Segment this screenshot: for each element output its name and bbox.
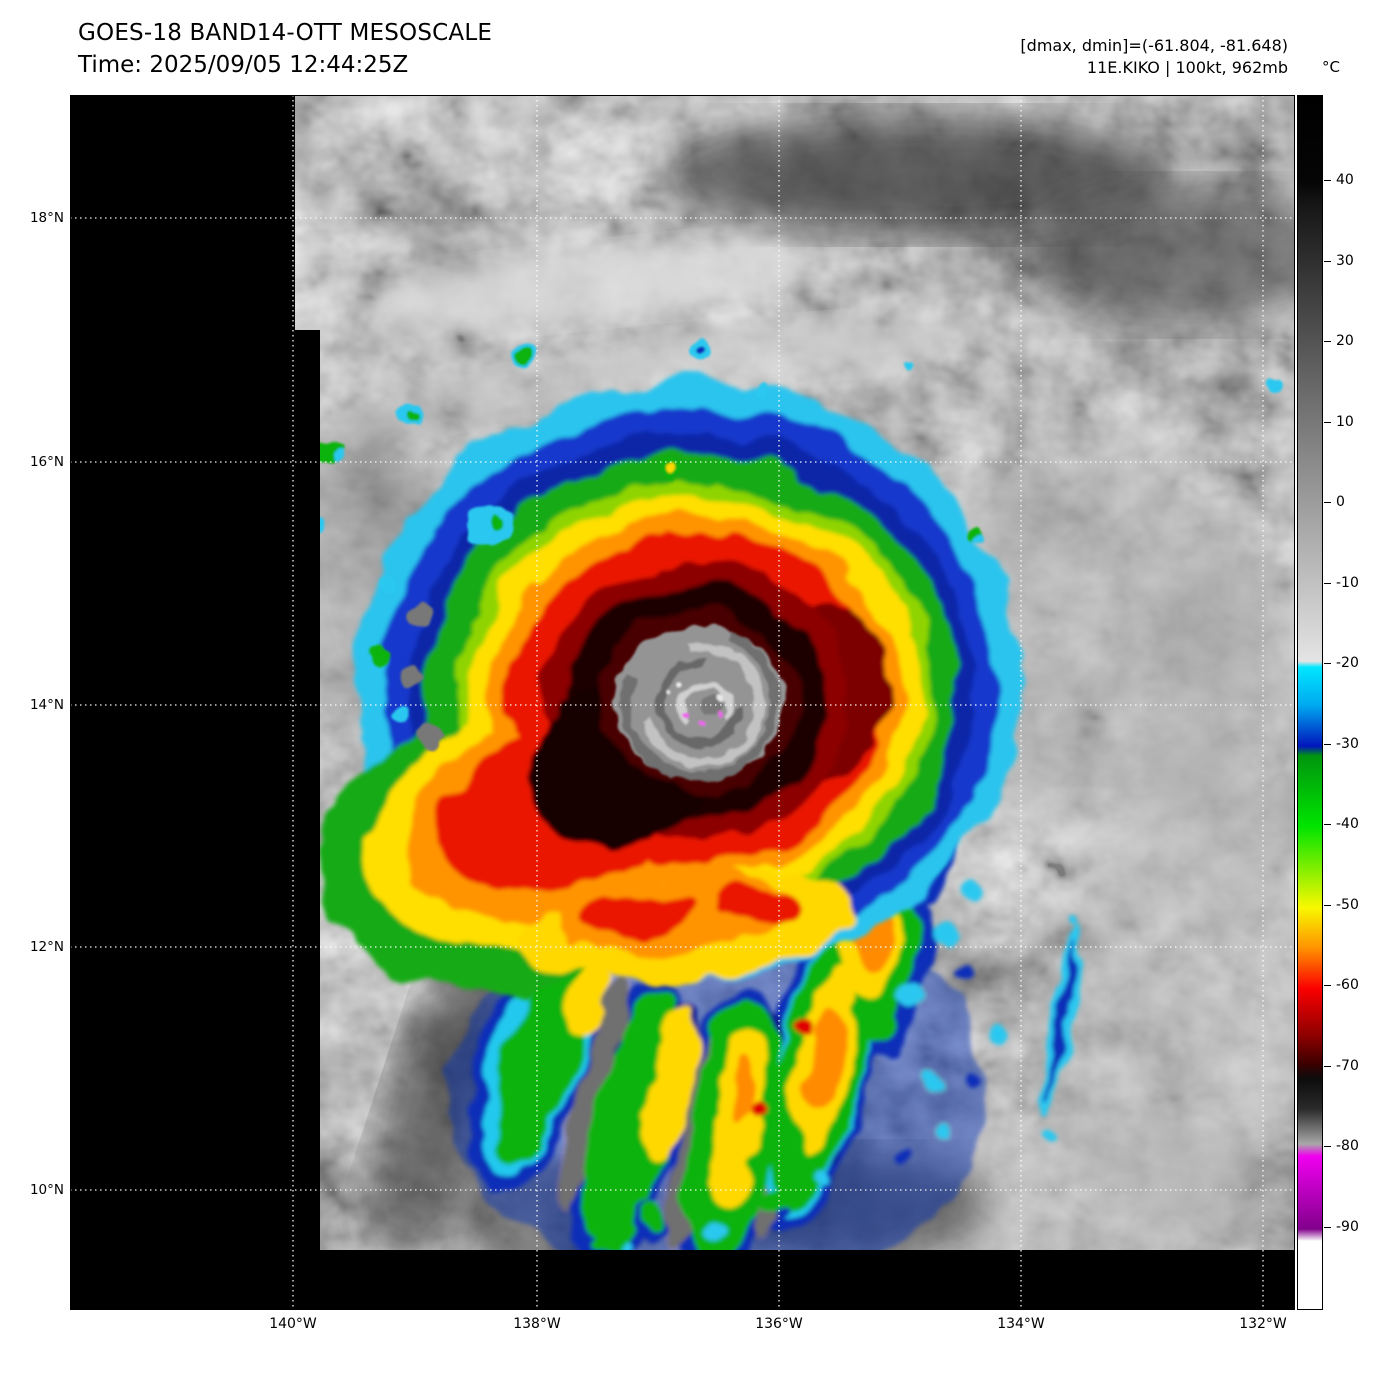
colorbar-tick-mark xyxy=(1324,180,1331,181)
colorbar-tick-label: -60 xyxy=(1336,977,1359,993)
satellite-imagery xyxy=(70,95,1295,1310)
colorbar-tick-mark xyxy=(1324,341,1331,342)
lat-label-14n: 14°N xyxy=(29,697,64,713)
lon-label-134w: 134°W xyxy=(997,1316,1045,1332)
colorbar-tick-label: -40 xyxy=(1336,816,1359,832)
colorbar-tick-label: -50 xyxy=(1336,897,1359,913)
lat-label-18n: 18°N xyxy=(29,210,64,226)
lon-label-136w: 136°W xyxy=(755,1316,803,1332)
colorbar-tick-mark xyxy=(1324,905,1331,906)
colorbar-tick-mark xyxy=(1324,1146,1331,1147)
colorbar-tick-mark xyxy=(1324,1066,1331,1067)
colorbar-tick-mark xyxy=(1324,824,1331,825)
graticule xyxy=(70,95,1295,1310)
colorbar-tick-mark xyxy=(1324,985,1331,986)
image-timestamp: Time: 2025/09/05 12:44:25Z xyxy=(78,52,409,78)
lat-label-10n: 10°N xyxy=(29,1182,64,1198)
colorbar-tick-label: -70 xyxy=(1336,1058,1359,1074)
imagery-data-region xyxy=(295,95,1295,1250)
colorbar-tick-mark xyxy=(1324,422,1331,423)
lon-label-138w: 138°W xyxy=(513,1316,561,1332)
colorbar-tick-label: 20 xyxy=(1336,333,1354,349)
hurricane-eye xyxy=(615,624,785,782)
goes-satellite-page: { "header": { "title": "GOES-18 BAND14-O… xyxy=(29,20,1359,1393)
colorbar-tick-mark xyxy=(1324,261,1331,262)
dmax-dmin-readout: [dmax, dmin]=(-61.804, -81.648) xyxy=(1020,36,1288,55)
colorbar-tick-label: 10 xyxy=(1336,414,1354,430)
temperature-colorbar xyxy=(1297,95,1323,1310)
lon-label-140w: 140°W xyxy=(269,1316,317,1332)
lon-label-132w: 132°W xyxy=(1239,1316,1287,1332)
colorbar-tick-label: -80 xyxy=(1336,1138,1359,1154)
lat-label-16n: 16°N xyxy=(29,454,64,470)
outlying-cold-cells xyxy=(307,339,1282,750)
colorbar-tick-mark xyxy=(1324,583,1331,584)
colorbar-tick-label: 0 xyxy=(1336,494,1345,510)
colorbar-tick-label: 30 xyxy=(1336,253,1354,269)
colorbar-tick-label: -30 xyxy=(1336,736,1359,752)
colorbar-tick-label: -10 xyxy=(1336,575,1359,591)
colorbar-tick-label: -20 xyxy=(1336,655,1359,671)
copyright-watermark: Copyright © 2020-2025 Dapiya xyxy=(150,1373,447,1393)
plot-frame xyxy=(70,95,1295,1310)
colorbar-unit-label: °C xyxy=(1322,58,1340,76)
colorbar-tick-mark xyxy=(1324,1227,1331,1228)
colorbar-tick-mark xyxy=(1324,744,1331,745)
image-title: GOES-18 BAND14-OTT MESOSCALE xyxy=(78,20,493,46)
storm-info: 11E.KIKO | 100kt, 962mb xyxy=(1086,58,1288,77)
colorbar-tick-label: -90 xyxy=(1336,1219,1359,1235)
colorbar-tick-mark xyxy=(1324,502,1331,503)
colorbar-tick-label: 40 xyxy=(1336,172,1354,188)
lat-label-12n: 12°N xyxy=(29,939,64,955)
colorbar-tick-mark xyxy=(1324,663,1331,664)
satellite-map: Copyright © 2020-2025 Dapiya xyxy=(70,95,1295,1393)
